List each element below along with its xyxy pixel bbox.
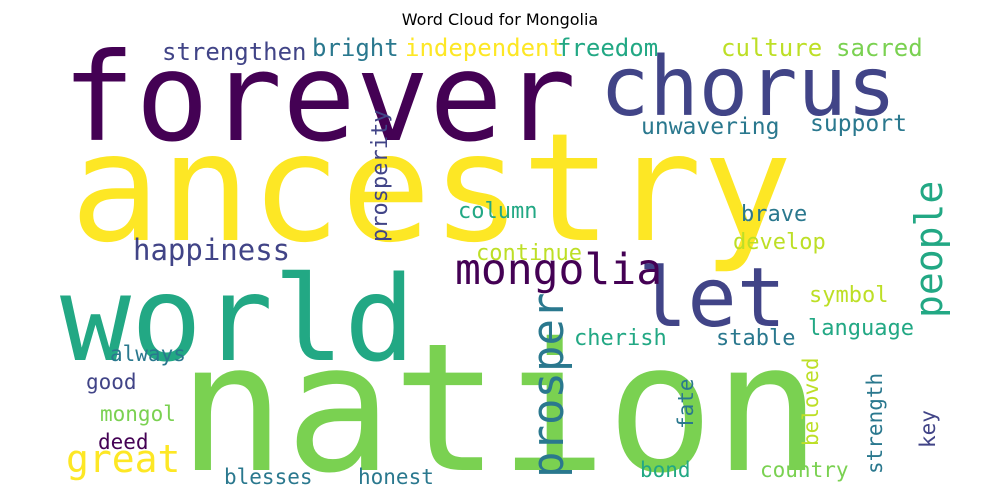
word-prosper: prosper bbox=[523, 293, 574, 478]
word-key: key bbox=[916, 410, 940, 448]
word-independent: independent bbox=[405, 34, 564, 62]
word-ancestry: ancestry bbox=[70, 102, 792, 276]
word-forever: forever bbox=[62, 27, 576, 169]
word-cherish: cherish bbox=[574, 326, 667, 351]
word-let: let bbox=[638, 251, 786, 346]
word-support: support bbox=[810, 111, 907, 137]
word-strengthen: strengthen bbox=[162, 38, 307, 66]
word-honest: honest bbox=[358, 465, 434, 489]
word-sacred: sacred bbox=[836, 34, 923, 62]
word-blesses: blesses bbox=[224, 465, 313, 489]
word-strength: strength bbox=[863, 373, 887, 474]
word-culture: culture bbox=[721, 34, 822, 62]
word-develop: develop bbox=[733, 230, 826, 255]
word-brave: brave bbox=[741, 202, 807, 227]
word-unwavering: unwavering bbox=[641, 114, 779, 140]
word-beloved: beloved bbox=[799, 357, 823, 446]
word-symbol: symbol bbox=[809, 283, 888, 308]
word-stable: stable bbox=[716, 326, 795, 351]
word-fate: fate bbox=[674, 378, 698, 429]
word-freedom: freedom bbox=[557, 34, 658, 62]
chart-title: Word Cloud for Mongolia bbox=[401, 10, 599, 29]
word-bright: bright bbox=[312, 34, 399, 62]
word-bond: bond bbox=[640, 458, 691, 482]
word-country: country bbox=[760, 458, 849, 482]
word-mongolia: mongolia bbox=[455, 245, 662, 295]
word-mongol: mongol bbox=[100, 402, 176, 426]
word-people: people bbox=[907, 181, 951, 318]
word-good: good bbox=[86, 370, 137, 394]
word-column: column bbox=[458, 199, 537, 224]
word-great: great bbox=[66, 437, 180, 481]
word-language: language bbox=[808, 316, 914, 341]
word-happiness: happiness bbox=[133, 233, 290, 267]
word-always: always bbox=[110, 342, 186, 366]
word-deed: deed bbox=[98, 430, 149, 454]
word-continue: continue bbox=[476, 241, 582, 266]
word-prosperity: prosperity bbox=[368, 110, 393, 242]
word-world: world bbox=[60, 250, 415, 388]
word-nation: nation bbox=[178, 305, 821, 500]
word-chorus: chorus bbox=[600, 40, 896, 135]
